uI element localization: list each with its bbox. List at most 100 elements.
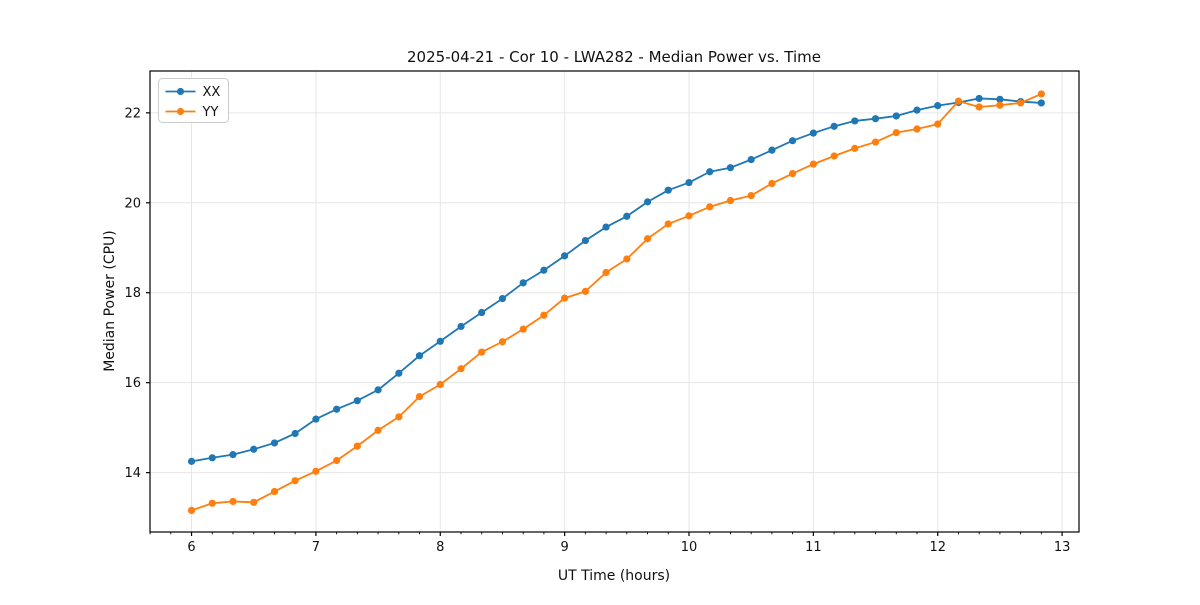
data-point-xx <box>561 252 569 260</box>
data-point-yy <box>996 101 1004 109</box>
data-point-yy <box>1037 90 1045 98</box>
x-tick-label: 11 <box>805 540 822 555</box>
data-point-yy <box>643 235 652 243</box>
data-point-yy <box>436 380 444 389</box>
data-point-xx <box>892 112 900 120</box>
data-point-yy <box>623 255 631 263</box>
data-point-yy <box>519 325 527 333</box>
data-point-yy <box>747 191 755 200</box>
data-point-xx <box>1037 99 1045 107</box>
data-point-xx <box>664 186 672 194</box>
legend: XX YY <box>158 78 229 123</box>
data-point-yy <box>395 413 403 421</box>
data-point-xx <box>250 445 258 453</box>
x-tick-label: 13 <box>1054 540 1071 555</box>
data-point-xx <box>478 308 486 317</box>
data-point-xx <box>498 294 507 303</box>
data-point-yy <box>312 467 320 475</box>
legend-label-xx: XX <box>203 85 221 100</box>
data-point-yy <box>561 294 569 302</box>
data-point-xx <box>747 156 755 164</box>
data-point-xx <box>809 129 817 137</box>
y-tick-label: 16 <box>124 376 141 391</box>
x-axis-label: UT Time (hours) <box>558 568 670 584</box>
data-point-xx <box>208 454 216 462</box>
data-point-xx <box>685 178 693 187</box>
data-point-yy <box>871 138 880 146</box>
data-point-xx <box>540 266 548 274</box>
plot-frame <box>149 70 1080 533</box>
y-axis-label: Median Power (CPU) <box>102 230 118 372</box>
data-point-xx <box>830 122 838 130</box>
data-point-xx <box>934 102 942 110</box>
data-point-xx <box>291 429 299 438</box>
data-point-xx <box>581 236 590 245</box>
data-point-yy <box>768 179 776 188</box>
data-point-yy <box>726 196 735 205</box>
y-tick-label: 22 <box>124 106 141 121</box>
data-point-xx <box>643 198 652 206</box>
data-point-yy <box>788 169 797 178</box>
data-point-xx <box>187 457 196 465</box>
data-point-yy <box>934 120 942 128</box>
data-point-xx <box>623 212 631 220</box>
data-point-xx <box>415 352 424 360</box>
x-tick-label: 10 <box>681 540 698 555</box>
data-point-xx <box>913 106 921 114</box>
data-point-yy <box>809 160 817 168</box>
data-point-xx <box>871 115 880 123</box>
data-point-xx <box>395 369 403 377</box>
data-point-yy <box>685 212 693 220</box>
legend-label-yy: YY <box>202 105 219 120</box>
legend-marker-xx <box>176 87 185 96</box>
x-tick-label: 8 <box>436 540 444 555</box>
data-point-xx <box>996 95 1004 103</box>
data-point-xx <box>519 279 527 287</box>
data-point-xx <box>229 451 237 459</box>
data-point-yy <box>498 338 507 346</box>
data-point-yy <box>706 203 714 211</box>
data-point-yy <box>602 268 610 277</box>
x-tick-label: 9 <box>560 540 568 555</box>
data-point-xx <box>312 415 320 423</box>
data-point-yy <box>291 477 299 485</box>
x-tick-label: 12 <box>929 540 946 555</box>
axes-ticks: 6 7 8 9 10 11 12 13 14 16 18 20 22 <box>124 106 1070 555</box>
gridlines <box>150 71 1079 532</box>
y-tick-label: 14 <box>124 466 141 481</box>
data-point-yy <box>581 287 590 295</box>
data-point-yy <box>892 129 900 137</box>
data-point-yy <box>975 103 983 111</box>
data-point-xx <box>602 223 610 231</box>
data-point-yy <box>374 426 382 434</box>
data-point-yy <box>208 499 216 507</box>
data-point-xx <box>374 386 382 394</box>
data-point-yy <box>353 442 361 450</box>
data-point-yy <box>913 125 921 133</box>
data-point-xx <box>851 117 859 125</box>
data-point-yy <box>333 456 341 465</box>
data-point-xx <box>768 146 776 154</box>
data-point-xx <box>788 137 797 145</box>
legend-marker-yy <box>176 107 185 116</box>
data-point-xx <box>975 94 983 103</box>
data-point-yy <box>457 365 465 373</box>
x-tick-label: 6 <box>187 540 195 555</box>
data-point-xx <box>726 164 735 172</box>
data-point-xx <box>706 168 714 176</box>
data-point-yy <box>415 393 424 401</box>
data-point-xx <box>270 439 279 447</box>
data-point-yy <box>1017 99 1025 107</box>
data-point-yy <box>830 152 838 160</box>
data-point-xx <box>457 322 465 331</box>
y-tick-label: 20 <box>124 196 141 211</box>
data-point-yy <box>250 498 258 506</box>
x-tick-label: 7 <box>312 540 320 555</box>
data-point-xx <box>436 337 444 345</box>
data-point-yy <box>851 144 859 152</box>
data-point-yy <box>229 497 237 506</box>
series-group <box>187 90 1045 515</box>
data-point-yy <box>187 506 196 515</box>
